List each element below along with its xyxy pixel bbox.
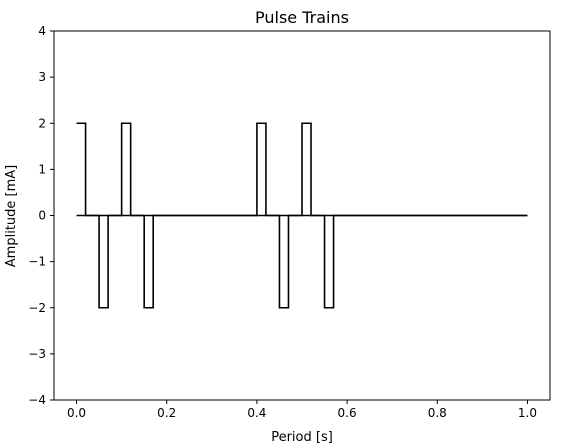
x-tick-label: 0.6 — [338, 406, 357, 420]
x-tick-label: 0.2 — [157, 406, 176, 420]
x-tick-label: 0.8 — [428, 406, 447, 420]
y-tick-label: −2 — [28, 301, 46, 315]
y-tick-label: 0 — [38, 209, 46, 223]
y-tick-label: −4 — [28, 393, 46, 407]
x-tick-label: 0.0 — [67, 406, 86, 420]
chart-title: Pulse Trains — [255, 8, 349, 27]
x-tick-label: 1.0 — [518, 406, 537, 420]
y-tick-label: −1 — [28, 255, 46, 269]
y-tick-label: −3 — [28, 347, 46, 361]
y-tick-label: 1 — [38, 162, 46, 176]
x-tick-label: 0.4 — [247, 406, 266, 420]
y-axis-label: Amplitude [mA] — [4, 165, 19, 267]
y-tick-label: 3 — [38, 70, 46, 84]
y-tick-label: 2 — [38, 116, 46, 130]
y-tick-label: 4 — [38, 24, 46, 38]
x-axis-label: Period [s] — [271, 430, 333, 445]
